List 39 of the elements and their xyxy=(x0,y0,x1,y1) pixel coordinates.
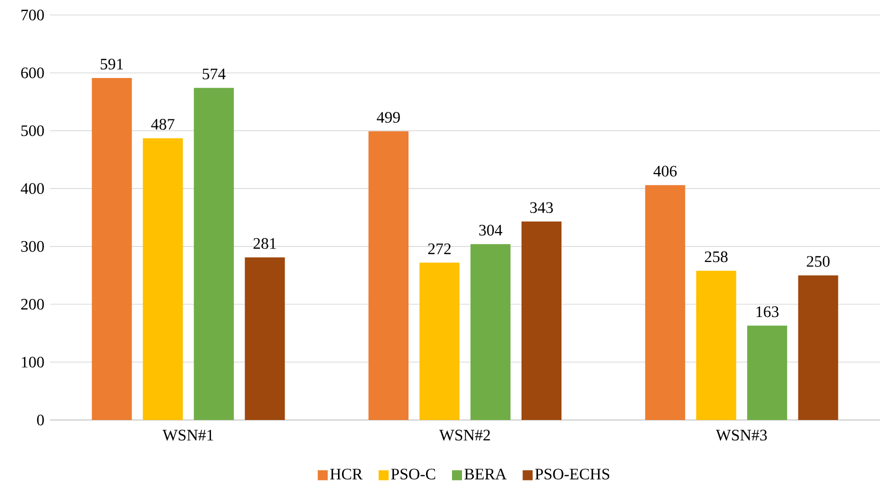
bar xyxy=(92,78,132,420)
data-label: 272 xyxy=(428,244,451,254)
y-tick-label: 500 xyxy=(21,125,44,136)
bar xyxy=(645,185,686,420)
legend-label: BERA xyxy=(464,468,507,480)
bar xyxy=(522,222,562,420)
bar xyxy=(142,138,183,420)
bar xyxy=(798,275,838,420)
y-tick-label: 600 xyxy=(21,67,44,78)
x-tick-label: WSN#2 xyxy=(439,430,490,441)
y-tick-label: 0 xyxy=(37,414,44,426)
y-tick-label: 400 xyxy=(20,183,44,194)
y-tick-label: 300 xyxy=(21,241,44,252)
bar xyxy=(244,257,285,420)
bar xyxy=(747,326,788,420)
bar xyxy=(194,88,234,420)
x-tick-label: WSN#3 xyxy=(716,430,767,441)
legend-label: PSO-C xyxy=(391,468,436,480)
y-tick-label: 100 xyxy=(22,356,44,368)
data-label: 343 xyxy=(530,202,553,214)
data-label: 406 xyxy=(653,166,677,177)
data-label: 163 xyxy=(756,306,779,318)
bar xyxy=(420,262,460,420)
legend-label: HCR xyxy=(330,468,363,480)
data-label: 258 xyxy=(704,251,728,262)
data-label: 304 xyxy=(479,224,502,236)
x-tick-label: WSN#1 xyxy=(162,430,214,441)
data-label: 250 xyxy=(806,256,830,267)
y-tick-label: 700 xyxy=(22,10,44,20)
data-label: 591 xyxy=(100,58,123,70)
y-tick-label: 200 xyxy=(21,298,44,310)
data-label: 281 xyxy=(254,238,276,249)
bar xyxy=(368,131,409,420)
data-label: 487 xyxy=(151,118,174,130)
data-label: 499 xyxy=(376,112,400,123)
data-label: 574 xyxy=(202,68,226,80)
bar xyxy=(470,244,510,420)
legend-label: PSO-ECHS xyxy=(535,468,610,480)
bar xyxy=(696,270,736,420)
